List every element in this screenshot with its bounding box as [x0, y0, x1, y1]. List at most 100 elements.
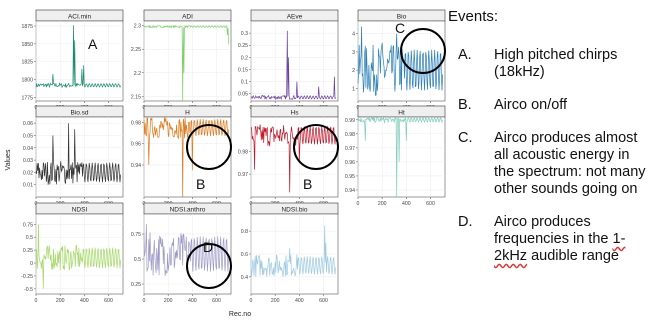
y-tick-label: 0.04 — [23, 146, 33, 152]
y-tick-label: 2.15 — [131, 94, 141, 100]
x-tick-label: 0 — [357, 201, 360, 207]
y-tick-label: 0.96 — [345, 160, 355, 166]
y-tick-label: 0.8 — [241, 229, 248, 235]
y-tick-label: 0.01 — [23, 183, 33, 189]
y-tick-label: 0.4 — [241, 275, 248, 281]
y-tick-label: 0.96 — [131, 142, 141, 148]
facet-panel: Ht0.940.950.960.970.980.990 200 400 600 — [345, 106, 445, 207]
y-tick-label: 0.97 — [345, 146, 355, 152]
y-tick-label: 0.94 — [345, 188, 355, 194]
annotation-label: B — [303, 176, 312, 192]
facet-panel: Hs0.970.980200400600B — [238, 106, 338, 207]
plot-area — [144, 21, 231, 101]
y-tick-label: 0.99 — [345, 118, 355, 124]
y-tick-label: 0.1 — [241, 80, 248, 86]
event-a: A. High pitched chirps (18kHz) — [448, 47, 653, 81]
x-tick-label: 0 — [250, 298, 253, 304]
y-tick-label: 2 — [352, 68, 355, 74]
facet-panel: NDSI.bio 0.4 0.6 0.8 0 200 400 600 — [241, 203, 338, 304]
facet-panel: H0.940.960.980200400600B — [131, 106, 231, 207]
event-letter: B. — [448, 97, 494, 114]
y-tick-label: 0.25 — [23, 248, 33, 254]
event-text-part: audible range — [527, 248, 619, 264]
event-text: Airco produces almost all acoustic energ… — [494, 130, 653, 198]
y-tick-label: 2.3 — [134, 24, 141, 30]
y-tick-label: -0.5 — [24, 287, 33, 293]
y-tick-label: 1875 — [21, 24, 33, 30]
facet-title: NDSI.anthro — [170, 207, 206, 214]
events-title: Events: — [448, 8, 653, 25]
y-tick-label: 0.75 — [23, 222, 33, 228]
facet-title: ACI.min — [68, 14, 92, 21]
facet-panel: NDSI.anthro0.250.50.750 200 400 600D — [131, 203, 231, 304]
y-tick-label: 0.6 — [241, 252, 248, 258]
y-tick-label: 0.25 — [131, 282, 141, 288]
y-tick-label: 0.06 — [23, 121, 33, 127]
y-tick-label: 0.2 — [241, 55, 248, 61]
facet-title: Hs — [291, 110, 300, 117]
event-b: B. Airco on/off — [448, 97, 653, 114]
x-tick-label: 600 — [426, 201, 435, 207]
facet-title: ADI — [182, 14, 193, 21]
y-tick-label: 0.94 — [131, 163, 141, 169]
y-tick-label: 0.5 — [134, 257, 141, 263]
x-tick-label: 0 — [35, 298, 38, 304]
event-text: Airco produces frequencies in the 1-2kHz… — [494, 214, 653, 265]
plot-area — [36, 21, 123, 101]
annotation-label: C — [395, 20, 405, 36]
y-tick-label: 1825 — [21, 60, 33, 66]
x-tick-label: 400 — [402, 201, 411, 207]
event-d: D. Airco produces frequencies in the 1-2… — [448, 214, 653, 265]
y-tick-label: 0.5 — [26, 235, 33, 241]
facet-title: H — [185, 110, 190, 117]
facet-panel: NDSI -0.5 -0.25 0 0.25 0.5 0.75 0 200 400 600 — [21, 203, 123, 304]
y-tick-label: 4 — [352, 32, 355, 38]
x-tick-label: 600 — [212, 298, 221, 304]
event-c: C. Airco produces almost all acoustic en… — [448, 130, 653, 198]
event-letter: C. — [448, 130, 494, 198]
x-axis-title: Rec.no — [229, 311, 251, 318]
event-text: Airco on/off — [494, 97, 653, 114]
facet-title: Ht — [398, 110, 405, 117]
y-tick-label: 0.02 — [23, 170, 33, 176]
facet-title: AEve — [287, 14, 303, 21]
y-tick-label: 0.3 — [241, 31, 248, 37]
y-tick-label: 0.15 — [238, 67, 248, 73]
x-tick-label: 400 — [295, 298, 304, 304]
x-tick-label: 400 — [80, 298, 89, 304]
events-panel: Events: A. High pitched chirps (18kHz) B… — [448, 8, 653, 281]
y-tick-label: 0.98 — [238, 149, 248, 155]
annotation-label: D — [203, 239, 213, 255]
x-tick-label: 0 — [143, 298, 146, 304]
faceted-chart: ACI.min177518001825185018750200400600AAD… — [0, 0, 448, 320]
x-tick-label: 200 — [378, 201, 387, 207]
annotation-label: A — [88, 36, 98, 52]
event-text: High pitched chirps (18kHz) — [494, 47, 653, 81]
y-tick-label: 0 — [30, 261, 33, 267]
x-tick-label: 200 — [164, 298, 173, 304]
y-tick-label: 0.95 — [345, 174, 355, 180]
facet-panel: Bio.sd0.010.020.030.040.050.060200400600 — [23, 106, 123, 207]
y-tick-label: 2.25 — [131, 47, 141, 53]
y-tick-label: 2.2 — [134, 71, 141, 77]
x-tick-label: 200 — [56, 298, 65, 304]
y-tick-label: 0.98 — [131, 120, 141, 126]
plot-area — [36, 117, 123, 197]
event-letter: D. — [448, 214, 494, 265]
plot-area — [358, 117, 445, 197]
facet-title: NDSI — [72, 207, 88, 214]
x-tick-label: 600 — [104, 298, 113, 304]
y-tick-label: 0.03 — [23, 158, 33, 164]
annotation-label: B — [196, 176, 205, 192]
y-tick-label: 0.97 — [238, 172, 248, 178]
y-tick-label: 1850 — [21, 42, 33, 48]
y-tick-label: 1775 — [21, 95, 33, 101]
event-letter: A. — [448, 47, 494, 81]
facet-panel: ACI.min177518001825185018750200400600A — [21, 10, 123, 111]
facet-title: Bio.sd — [70, 110, 88, 117]
x-tick-label: 200 — [271, 298, 280, 304]
x-tick-label: 600 — [319, 298, 328, 304]
y-tick-label: 0.25 — [238, 43, 248, 49]
